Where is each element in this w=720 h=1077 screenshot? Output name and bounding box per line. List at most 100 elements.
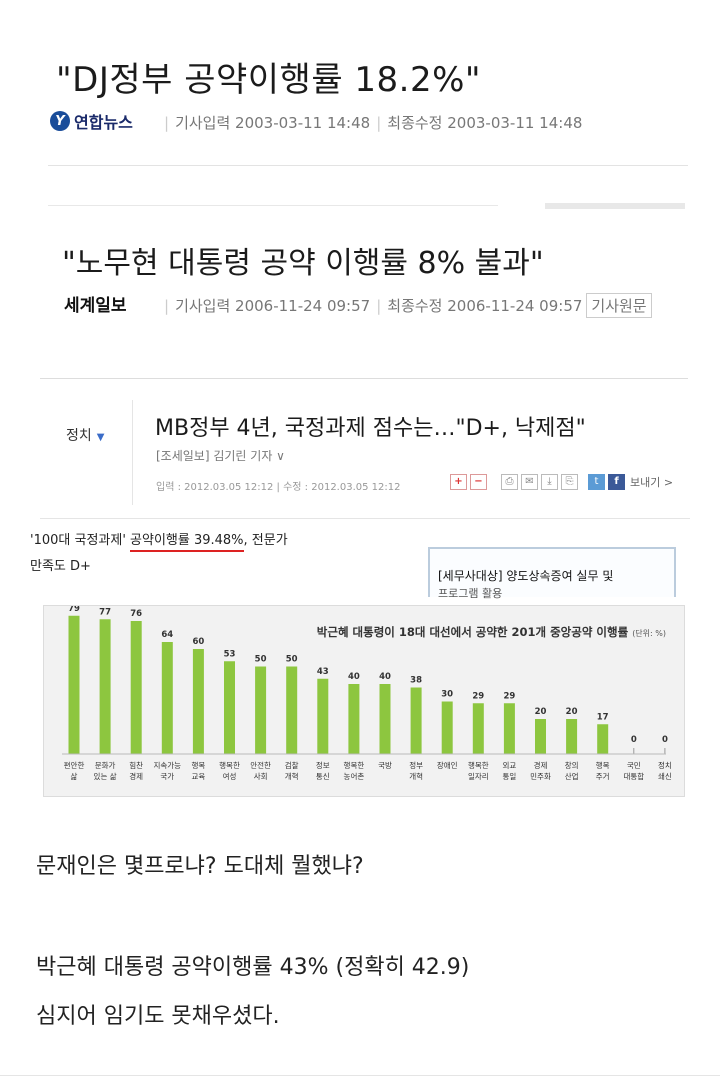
share-label[interactable]: 보내기 > [630,476,674,489]
category-label: 경제 [534,760,548,770]
pledge-chart: 박근혜 대통령이 18대 대선에서 공약한 201개 중앙공약 이행률 (단위:… [43,605,685,797]
bar-value-label: 64 [161,630,173,640]
news-clip-mb: 정치 ▼ MB정부 4년, 국정과제 점수는…"D+, 낙제점" [조세일보] 김… [30,395,690,600]
input-time: 기사입력 2003-03-11 14:48 [175,114,371,132]
category-label: 문화가 [95,761,116,770]
category-label: 정치 [66,428,92,444]
bar-value-label: 0 [631,735,637,745]
byline[interactable]: [조세일보] 김기린 기자 ∨ [156,449,285,463]
category-label: 지속가능 [153,761,181,770]
yonhap-logo: Y 연합뉴스 [50,109,133,133]
bar-value-label: 76 [130,609,142,619]
divider: | [376,297,382,315]
original-article-button[interactable]: 기사원문 [586,293,652,318]
category-label: 대통합 [623,772,644,781]
bar-10 [379,684,391,754]
category-label: 행복 [596,760,610,770]
bar-14 [503,703,515,754]
category-label: 교육 [191,772,205,781]
lead-prefix: '100대 국정과제' [30,533,131,548]
category-label: 국방 [378,760,392,770]
category-label: 편안한 [64,760,85,770]
category-label: 농어촌 [344,771,365,781]
facebook-icon[interactable]: f [608,474,625,490]
divider [48,165,688,166]
category-label: 외교 [502,760,516,770]
bar-6 [255,666,267,754]
category-label: 창의 [565,760,579,770]
category-label: 행복한 [219,760,240,770]
bar-15 [535,719,546,754]
category-label: 개혁 [409,771,423,781]
category-label: 정보 [316,760,330,770]
bar-4 [192,649,204,754]
font-increase-icon[interactable]: + [450,474,467,490]
twitter-icon[interactable]: t [588,474,605,490]
bar-value-label: 50 [255,655,267,665]
ad-box[interactable]: [세무사대상] 양도상속증여 실무 및 프로그램 활용 [428,547,676,600]
category-label: 힘찬 [129,760,143,770]
bar-value-label: 30 [441,690,453,700]
divider [132,400,133,505]
category-label: 행복한 [344,760,365,770]
category-label: 통일 [502,772,516,781]
input-time: 기사입력 2006-11-24 09:57 [175,297,371,315]
bar-value-label: 29 [472,691,484,701]
category-label: 사회 [254,772,268,781]
bar-value-label: 79 [68,606,80,614]
ad-text-2: 프로그램 활용 [438,587,503,600]
chart-unit: (단위: %) [632,629,666,638]
print-icon[interactable]: ⎙ [501,474,518,490]
category-label: 안전한 [250,760,271,770]
update-time: 최종수정 2003-03-11 14:48 [387,114,583,132]
divider [40,518,690,519]
segye-logo: 세계일보 [64,296,127,316]
update-time: 최종수정 2006-11-24 09:57 [387,297,583,315]
news-clip-dj: "DJ정부 공약이행률 18.2%" Y 연합뉴스 | 기사입력 2003-03-… [40,30,690,210]
article-meta-dj: | 기사입력 2003-03-11 14:48 | 최종수정 2003-03-11 1… [158,112,582,133]
bar-value-label: 20 [535,707,547,717]
bar-value-label: 29 [503,691,515,701]
bar-value-label: 43 [317,667,329,677]
category-label: 정부 [409,760,423,770]
bar-0 [68,615,80,754]
bar-1 [99,619,111,754]
headline-mb: MB정부 4년, 국정과제 점수는…"D+, 낙제점" [155,416,586,441]
bar-13 [472,703,484,754]
bar-value-label: 40 [379,672,391,682]
bar-value-label: 60 [192,637,204,647]
article-timestamp: 입력 : 2012.03.05 12:12 | 수정 : 2012.03.05 … [156,482,401,493]
article-meta-roh: | 기사입력 2006-11-24 09:57 | 최종수정 2006-11-24 0… [158,293,652,318]
email-icon[interactable]: ✉ [521,474,538,490]
chart-title-text: 박근혜 대통령이 18대 대선에서 공약한 201개 중앙공약 이행률 [316,625,629,639]
article-toolbar: + − ⎙ ✉ ⤓ ⎘ t f 보내기 > [450,474,673,490]
category-label: 쇄신 [658,772,672,781]
divider: | [164,114,170,132]
ad-text: [세무사대상] 양도상속증여 실무 및 [438,569,614,583]
bar-3 [161,642,173,754]
bar-value-label: 50 [286,655,298,665]
category-label: 개혁 [285,771,299,781]
scrap-icon[interactable]: ⎘ [561,474,578,490]
bar-value-label: 0 [662,735,668,745]
category-label: 민주화 [530,771,551,781]
divider: | [376,114,382,132]
category-label: 장애인 [437,760,458,770]
bar-9 [348,684,360,754]
bar-value-label: 20 [566,707,578,717]
caret-down-icon: ▼ [96,432,105,443]
font-decrease-icon[interactable]: − [470,474,487,490]
lead-suffix: , 전문가 [243,533,288,548]
bar-value-label: 77 [99,607,111,617]
divider [545,203,685,209]
bar-value-label: 17 [597,712,609,722]
category-dropdown[interactable]: 정치 ▼ [66,425,104,445]
category-label: 산업 [565,771,579,781]
category-label: 국가 [160,772,174,781]
body-paragraph-3: 심지어 임기도 못채우셨다. [36,1004,280,1029]
category-label: 검찰 [285,760,299,770]
save-icon[interactable]: ⤓ [541,474,558,490]
body-paragraph-1: 문재인은 몇프로냐? 도대체 뭘했냐? [36,854,364,879]
chart-title: 박근혜 대통령이 18대 대선에서 공약한 201개 중앙공약 이행률 (단위:… [44,624,666,640]
category-label: 있는 삶 [94,772,117,781]
